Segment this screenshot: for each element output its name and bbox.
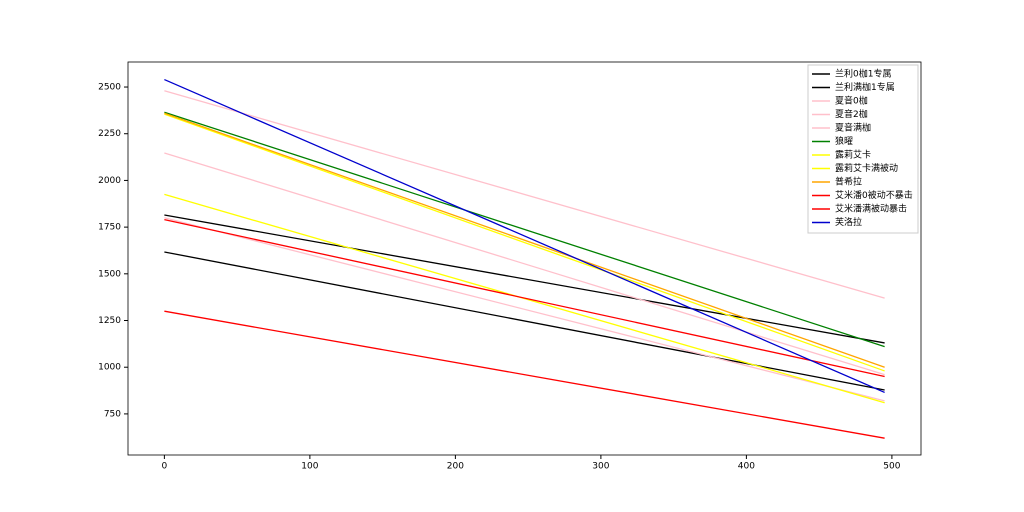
x-tick-label: 100 (301, 462, 318, 472)
series-line (164, 219, 885, 378)
legend-label: 艾米潘满被动暴击 (835, 203, 907, 215)
series-line (164, 112, 885, 368)
legend-label: 狼曜 (835, 135, 853, 147)
series-line (164, 251, 885, 391)
plot-frame (127, 61, 922, 456)
series-line (164, 310, 885, 439)
y-tick-label: 1500 (98, 269, 121, 279)
y-tick-label: 1250 (98, 316, 121, 326)
legend-label: 夏音满枷 (835, 122, 871, 134)
legend-box (807, 64, 919, 234)
legend-label: 露莉艾卡满被动 (835, 162, 898, 174)
y-tick-label: 2500 (98, 83, 121, 93)
legend-label: 艾米潘0被动不暴击 (835, 189, 913, 201)
legend-label: 兰利0枷1专属 (835, 68, 891, 80)
series-line (164, 111, 885, 348)
x-tick-label: 500 (883, 462, 900, 472)
legend-label: 露莉艾卡 (835, 149, 871, 161)
legend-label: 普希拉 (835, 176, 862, 188)
series-line (164, 113, 885, 372)
x-tick-label: 400 (738, 462, 755, 472)
y-tick-label: 2000 (98, 176, 121, 186)
x-tick-label: 0 (162, 462, 168, 472)
y-tick-label: 1000 (98, 363, 121, 373)
x-tick-label: 300 (592, 462, 609, 472)
legend-label: 夏音2枷 (835, 108, 868, 120)
y-tick-label: 1750 (98, 223, 121, 233)
series-line (164, 217, 885, 402)
y-tick-label: 750 (104, 409, 121, 419)
series-line (164, 78, 885, 394)
series-line (164, 152, 885, 376)
legend-label: 兰利满枷1专属 (835, 81, 895, 93)
y-tick-label: 2250 (98, 129, 121, 139)
legend-label: 芙洛拉 (835, 216, 862, 228)
x-tick-label: 200 (447, 462, 464, 472)
series-line (164, 90, 885, 299)
legend-label: 夏音0枷 (835, 95, 868, 107)
series-line (164, 214, 885, 344)
